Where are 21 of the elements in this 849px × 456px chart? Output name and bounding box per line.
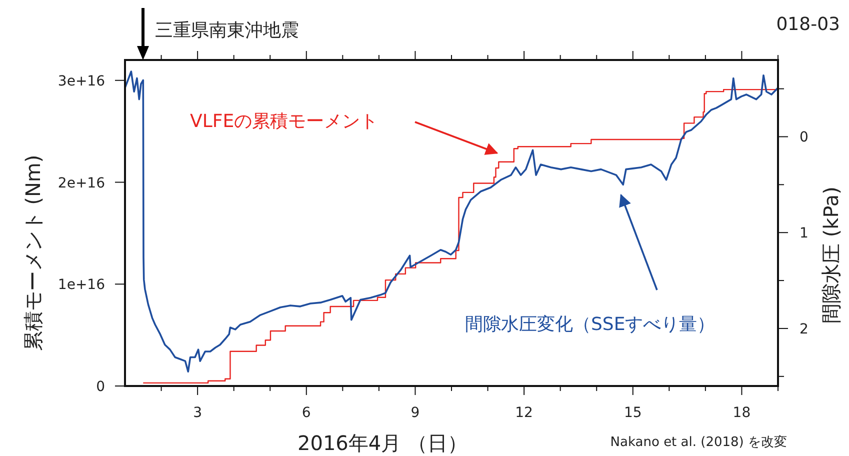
text: 間隙水圧変化（SSEすべり量） bbox=[465, 314, 716, 335]
text: VLFEの累積モーメント bbox=[190, 111, 378, 132]
x-tick-label: 3 bbox=[193, 405, 202, 421]
text: Nakano et al. (2018) を改変 bbox=[610, 434, 787, 450]
x-tick-label: 12 bbox=[515, 405, 533, 421]
y2-axis-title: 間隙水圧 (kPa) bbox=[819, 186, 843, 324]
y-tick-label: 2e+16 bbox=[58, 175, 106, 192]
y-tick-label: 1e+16 bbox=[58, 277, 106, 294]
x-tick-label: 9 bbox=[410, 405, 420, 421]
x-axis-title: 2016年4月 （日） bbox=[298, 431, 468, 455]
x-tick-label: 18 bbox=[732, 405, 751, 421]
y-tick-label: 0 bbox=[96, 379, 105, 395]
y-axis-title: 累積モーメント (Nm) bbox=[21, 154, 45, 352]
y2-tick-label: 0 bbox=[800, 130, 808, 146]
y2-tick-label: 1 bbox=[800, 226, 808, 242]
x-tick-label: 6 bbox=[302, 405, 311, 421]
text: 三重県南東沖地震 bbox=[155, 20, 299, 41]
y-tick-label: 3e+16 bbox=[58, 73, 106, 90]
y2-tick-label: 2 bbox=[800, 321, 808, 338]
x-tick-label: 15 bbox=[624, 405, 642, 421]
chart-title: 018-03 bbox=[776, 14, 840, 35]
